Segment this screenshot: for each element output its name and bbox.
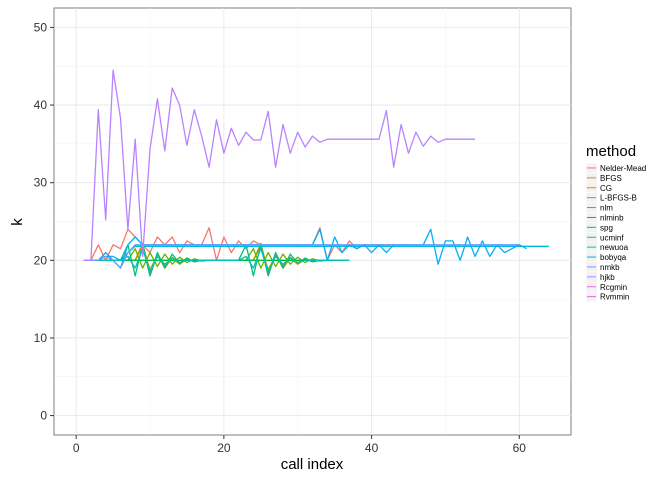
legend-label-nlm: nlm <box>600 204 613 213</box>
x-tick-label: 0 <box>73 441 80 455</box>
legend-label-nlminb: nlminb <box>600 213 624 222</box>
legend-label-ucminf: ucminf <box>600 233 624 242</box>
grid <box>54 8 571 435</box>
legend-label-bobyqa: bobyqa <box>600 253 627 262</box>
series-line-ucminf <box>83 248 350 273</box>
legend-label-nmkb: nmkb <box>600 263 620 272</box>
x-tick-label: 20 <box>217 441 231 455</box>
x-axis-title: call index <box>281 456 344 473</box>
y-axis-title: k <box>9 218 26 226</box>
y-tick-label: 10 <box>34 331 48 345</box>
y-tick-label: 20 <box>34 253 48 267</box>
legend-label-newuoa: newuoa <box>600 243 629 252</box>
legend: Nelder-MeadBFGSCGL-BFGS-Bnlmnlminbspgucm… <box>585 162 646 302</box>
legend-label-l-bfgs-b: L-BFGS-B <box>600 194 637 203</box>
series-line-nmkb <box>83 244 520 269</box>
legend-label-rvmmin: Rvmmin <box>600 293 629 302</box>
y-tick-label: 40 <box>34 98 48 112</box>
x-axis: 0 20 40 60 <box>73 435 526 455</box>
legend-label-cg: CG <box>600 184 612 193</box>
series-lines <box>83 69 549 277</box>
legend-label-hjkb: hjkb <box>600 273 615 282</box>
legend-label-bfgs: BFGS <box>600 174 622 183</box>
legend-label-rcgmin: Rcgmin <box>600 283 627 292</box>
y-axis: 0 10 20 30 40 50 <box>34 20 54 423</box>
legend-label-nelder-mead: Nelder-Mead <box>600 164 646 173</box>
y-tick-label: 0 <box>40 409 47 423</box>
legend-title: method <box>586 143 636 160</box>
x-tick-label: 40 <box>365 441 379 455</box>
legend-label-spg: spg <box>600 223 613 232</box>
series-line-hjkb <box>83 69 475 261</box>
y-tick-label: 50 <box>34 20 48 34</box>
x-tick-label: 60 <box>513 441 527 455</box>
y-tick-label: 30 <box>34 176 48 190</box>
